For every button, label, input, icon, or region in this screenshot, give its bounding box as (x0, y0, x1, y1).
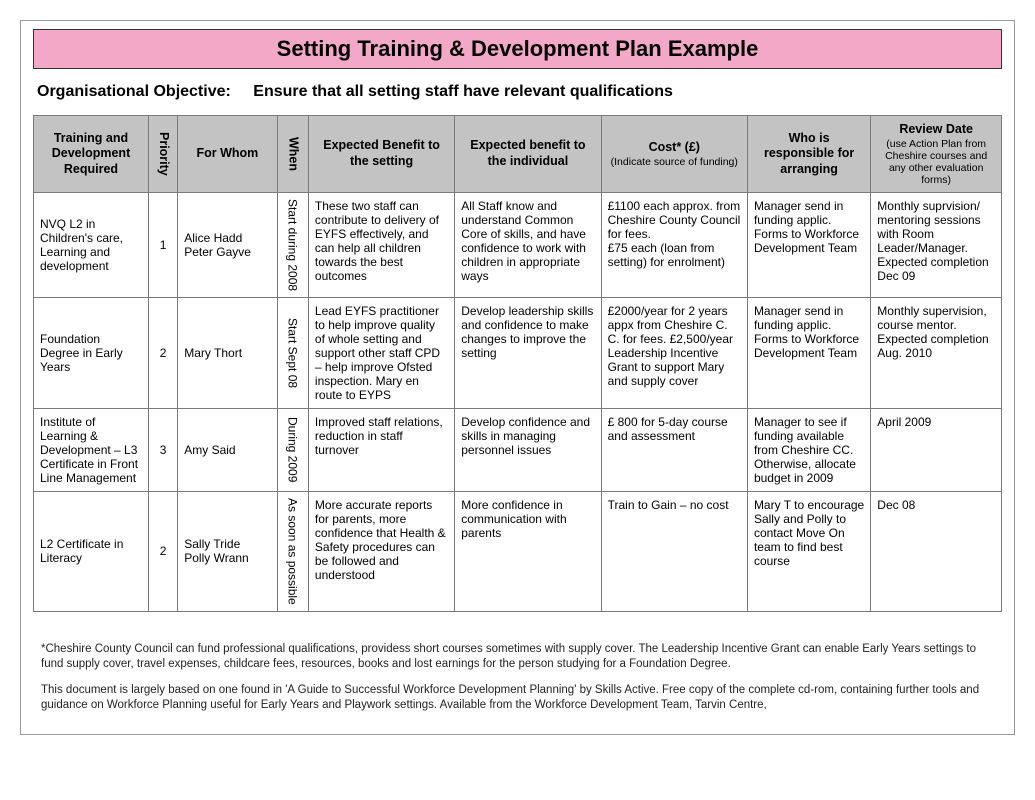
cell-training: L2 Certificate in Literacy (34, 491, 149, 611)
cell-benefit-setting: Improved staff relations, reduction in s… (308, 408, 454, 491)
th-benefit-setting: Expected Benefit to the setting (308, 116, 454, 193)
th-review-sub: (use Action Plan from Cheshire courses a… (877, 138, 995, 186)
cell-responsible: Mary T to encourage Sally and Polly to c… (747, 491, 870, 611)
page-title: Setting Training & Development Plan Exam… (34, 36, 1001, 62)
cell-benefit-indiv: More confidence in communication with pa… (455, 491, 601, 611)
cell-cost: £ 800 for 5-day course and assessment (601, 408, 747, 491)
cell-when-label: Start Sept 08 (286, 318, 300, 388)
cell-training: Institute of Learning & Development – L3… (34, 408, 149, 491)
table-row: Foundation Degree in Early Years2Mary Th… (34, 297, 1002, 408)
cell-when: During 2009 (277, 408, 308, 491)
header-row: Training and Development Required Priori… (34, 116, 1002, 193)
cell-cost: Train to Gain – no cost (601, 491, 747, 611)
title-bar: Setting Training & Development Plan Exam… (33, 29, 1002, 69)
cell-responsible: Manager send in funding applic. Forms to… (747, 192, 870, 297)
cell-when-label: During 2009 (286, 417, 300, 482)
objective-line: Organisational Objective: Ensure that al… (21, 73, 1014, 115)
cell-whom: Amy Said (178, 408, 277, 491)
cell-review: Dec 08 (871, 491, 1002, 611)
cell-priority: 1 (148, 192, 177, 297)
cell-review: Monthly supervision, course mentor. Expe… (871, 297, 1002, 408)
cell-when-label: Start during 2008 (286, 199, 300, 291)
cell-cost: £1100 each approx. from Cheshire County … (601, 192, 747, 297)
th-whom: For Whom (178, 116, 277, 193)
th-review-label: Review Date (899, 122, 973, 136)
cell-when-label: As soon as possible (286, 498, 300, 605)
objective-label: Organisational Objective: (37, 83, 231, 100)
table-row: NVQ L2 in Children's care, Learning and … (34, 192, 1002, 297)
th-responsible: Who is responsible for arranging (747, 116, 870, 193)
table-row: L2 Certificate in Literacy2Sally TridePo… (34, 491, 1002, 611)
cell-review: April 2009 (871, 408, 1002, 491)
cell-cost: £2000/year for 2 years appx from Cheshir… (601, 297, 747, 408)
cell-whom: Sally TridePolly Wrann (178, 491, 277, 611)
cell-benefit-indiv: Develop leadership skills and confidence… (455, 297, 601, 408)
cell-benefit-setting: More accurate reports for parents, more … (308, 491, 454, 611)
cell-training: NVQ L2 in Children's care, Learning and … (34, 192, 149, 297)
th-training: Training and Development Required (34, 116, 149, 193)
cell-priority: 3 (148, 408, 177, 491)
footnote-1: *Cheshire County Council can fund profes… (41, 642, 994, 673)
th-cost: Cost* (£) (Indicate source of funding) (601, 116, 747, 193)
cell-priority: 2 (148, 491, 177, 611)
cell-benefit-setting: These two staff can contribute to delive… (308, 192, 454, 297)
th-priority-label: Priority (155, 132, 171, 176)
cell-benefit-setting: Lead EYFS practitioner to help improve q… (308, 297, 454, 408)
document-page: Setting Training & Development Plan Exam… (20, 20, 1015, 735)
training-table: Training and Development Required Priori… (33, 115, 1002, 612)
th-cost-sub: (Indicate source of funding) (608, 156, 741, 168)
cell-benefit-indiv: All Staff know and understand Common Cor… (455, 192, 601, 297)
cell-responsible: Manager to see if funding available from… (747, 408, 870, 491)
footnote-2: This document is largely based on one fo… (41, 683, 994, 714)
footnotes: *Cheshire County Council can fund profes… (21, 612, 1014, 734)
table-row: Institute of Learning & Development – L3… (34, 408, 1002, 491)
cell-review: Monthly suprvision/ mentoring sessions w… (871, 192, 1002, 297)
cell-when: Start during 2008 (277, 192, 308, 297)
cell-when: Start Sept 08 (277, 297, 308, 408)
cell-whom: Alice HaddPeter Gayve (178, 192, 277, 297)
th-priority: Priority (148, 116, 177, 193)
th-when: When (277, 116, 308, 193)
cell-training: Foundation Degree in Early Years (34, 297, 149, 408)
th-cost-label: Cost* (£) (649, 140, 700, 154)
cell-benefit-indiv: Develop confidence and skills in managin… (455, 408, 601, 491)
objective-text: Ensure that all setting staff have relev… (253, 83, 673, 100)
cell-priority: 2 (148, 297, 177, 408)
table-body: NVQ L2 in Children's care, Learning and … (34, 192, 1002, 611)
cell-responsible: Manager send in funding applic. Forms to… (747, 297, 870, 408)
th-benefit-indiv: Expected benefit to the individual (455, 116, 601, 193)
th-when-label: When (285, 137, 301, 171)
cell-whom: Mary Thort (178, 297, 277, 408)
cell-when: As soon as possible (277, 491, 308, 611)
th-review: Review Date (use Action Plan from Cheshi… (871, 116, 1002, 193)
